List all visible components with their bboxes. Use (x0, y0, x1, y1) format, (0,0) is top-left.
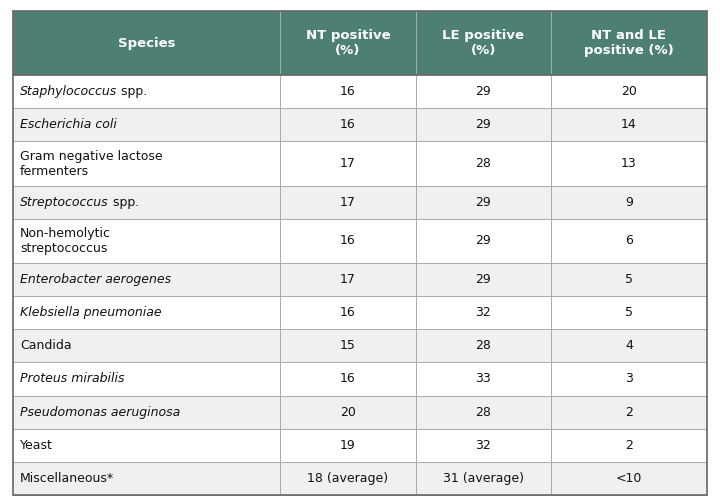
Bar (13, 185, 707, 219)
Text: spp.: spp. (117, 85, 148, 98)
Bar (13, 296, 707, 329)
Text: 29: 29 (475, 118, 491, 132)
Text: 29: 29 (475, 273, 491, 286)
Text: 33: 33 (475, 372, 491, 386)
Text: 19: 19 (340, 438, 356, 452)
Text: 16: 16 (340, 306, 356, 319)
Text: 18 (average): 18 (average) (307, 472, 388, 485)
Text: 17: 17 (340, 157, 356, 170)
Text: Streptococcus: Streptococcus (20, 196, 109, 209)
Text: 2: 2 (625, 438, 633, 452)
Text: 15: 15 (340, 339, 356, 352)
Text: 29: 29 (475, 234, 491, 247)
Text: 32: 32 (475, 306, 491, 319)
Text: Proteus mirabilis: Proteus mirabilis (20, 372, 125, 386)
Text: 16: 16 (340, 372, 356, 386)
Bar (13, 329, 707, 362)
Text: 16: 16 (340, 85, 356, 98)
Bar (13, 396, 707, 428)
Text: 17: 17 (340, 196, 356, 209)
Text: 14: 14 (621, 118, 636, 132)
Text: 16: 16 (340, 234, 356, 247)
Text: LE positive
(%): LE positive (%) (442, 29, 524, 57)
Bar (13, 108, 707, 142)
Bar (13, 219, 707, 263)
Text: 28: 28 (475, 406, 491, 419)
Text: Gram negative lactose
fermenters: Gram negative lactose fermenters (20, 150, 163, 177)
Bar (13, 11, 707, 75)
Bar (13, 263, 707, 296)
Text: Staphylococcus: Staphylococcus (20, 85, 117, 98)
Text: Pseudomonas aeruginosa: Pseudomonas aeruginosa (20, 406, 181, 419)
Text: 31 (average): 31 (average) (443, 472, 523, 485)
Text: Species: Species (118, 37, 176, 49)
Text: spp.: spp. (109, 196, 139, 209)
Text: NT and LE
positive (%): NT and LE positive (%) (584, 29, 674, 57)
Text: 29: 29 (475, 196, 491, 209)
Text: 13: 13 (621, 157, 636, 170)
Text: 9: 9 (625, 196, 633, 209)
Text: 20: 20 (340, 406, 356, 419)
Text: Candida: Candida (20, 339, 72, 352)
Bar (13, 362, 707, 396)
Text: NT positive
(%): NT positive (%) (305, 29, 390, 57)
Text: <10: <10 (616, 472, 642, 485)
Text: 17: 17 (340, 273, 356, 286)
Text: Non-hemolytic
streptococcus: Non-hemolytic streptococcus (20, 227, 111, 255)
Text: Escherichia coli: Escherichia coli (20, 118, 117, 132)
Text: 2: 2 (625, 406, 633, 419)
Text: 28: 28 (475, 157, 491, 170)
Text: 5: 5 (625, 306, 633, 319)
Text: Yeast: Yeast (20, 438, 53, 452)
Text: Miscellaneous*: Miscellaneous* (20, 472, 114, 485)
Text: 6: 6 (625, 234, 633, 247)
Bar (13, 142, 707, 185)
Bar (13, 462, 707, 495)
Text: 29: 29 (475, 85, 491, 98)
Text: Klebsiella pneumoniae: Klebsiella pneumoniae (20, 306, 162, 319)
Text: 16: 16 (340, 118, 356, 132)
Text: 32: 32 (475, 438, 491, 452)
Text: Enterobacter aerogenes: Enterobacter aerogenes (20, 273, 171, 286)
Text: 20: 20 (621, 85, 637, 98)
Text: 3: 3 (625, 372, 633, 386)
Bar (13, 428, 707, 462)
Bar (13, 75, 707, 108)
Text: 5: 5 (625, 273, 633, 286)
Text: 4: 4 (625, 339, 633, 352)
Text: 28: 28 (475, 339, 491, 352)
